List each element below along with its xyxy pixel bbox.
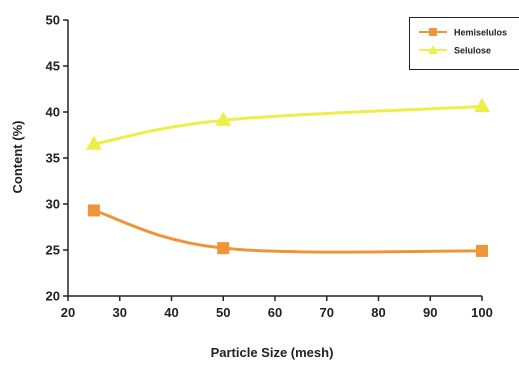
x-tick-label: 90 bbox=[423, 305, 437, 320]
x-tick-label: 100 bbox=[471, 305, 493, 320]
y-tick-label: 35 bbox=[46, 151, 60, 166]
legend-box bbox=[410, 18, 519, 70]
x-tick-label: 80 bbox=[371, 305, 385, 320]
legend: Hemiselulos Selulose bbox=[410, 18, 519, 70]
series-layer bbox=[86, 98, 490, 257]
y-tick-label: 40 bbox=[46, 105, 60, 120]
y-tick-label: 50 bbox=[46, 13, 60, 28]
y-tick-label: 30 bbox=[46, 197, 60, 212]
data-point-square bbox=[217, 242, 229, 254]
x-tick-label: 20 bbox=[61, 305, 75, 320]
series-hemiselulos bbox=[88, 204, 488, 256]
x-axis-label: Particle Size (mesh) bbox=[211, 345, 334, 360]
x-tick-label: 70 bbox=[320, 305, 334, 320]
y-tick-label: 25 bbox=[46, 243, 60, 258]
series-selulose bbox=[86, 98, 490, 150]
legend-square-marker bbox=[429, 28, 437, 36]
y-axis-label: Content (%) bbox=[10, 121, 25, 194]
data-point-square bbox=[476, 245, 488, 257]
series-line bbox=[94, 210, 482, 252]
x-tick-label: 40 bbox=[164, 305, 178, 320]
data-point-triangle bbox=[474, 98, 490, 112]
x-tick-label: 60 bbox=[268, 305, 282, 320]
legend-item: Hemiselulos bbox=[419, 28, 507, 38]
legend-label: Selulose bbox=[454, 46, 491, 56]
series-line bbox=[94, 106, 482, 144]
x-tick-label: 50 bbox=[216, 305, 230, 320]
x-tick-label: 30 bbox=[113, 305, 127, 320]
y-tick-label: 45 bbox=[46, 59, 60, 74]
y-tick-label: 20 bbox=[46, 289, 60, 304]
data-point-square bbox=[88, 204, 100, 216]
legend-label: Hemiselulos bbox=[454, 28, 507, 38]
